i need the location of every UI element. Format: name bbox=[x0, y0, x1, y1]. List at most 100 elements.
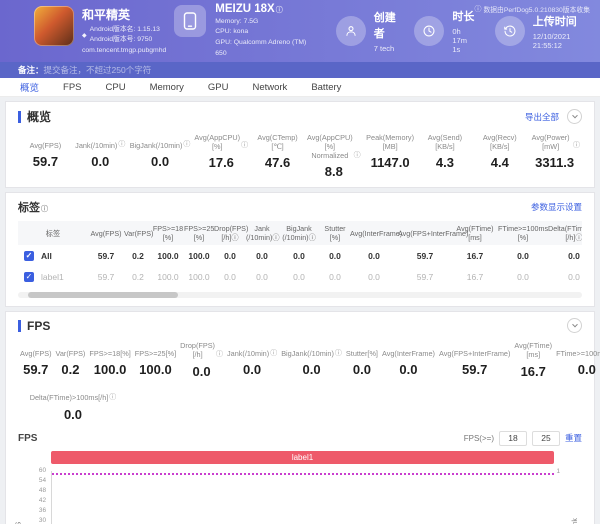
duration-label: 时长 bbox=[452, 11, 475, 23]
stat-Avg(AppCPU)[%]: Avg(AppCPU)[%] ⓘ 17.6 bbox=[192, 133, 250, 179]
history-clock-icon bbox=[494, 16, 525, 46]
info-icon[interactable]: ⓘ bbox=[241, 142, 249, 150]
stat-Avg(FPS+InterFrame): Avg(FPS+InterFrame) 59.7 bbox=[437, 341, 512, 378]
row-label-cell: ✓ label1 bbox=[18, 272, 88, 283]
tab-Memory[interactable]: Memory bbox=[149, 81, 184, 93]
param-display-settings-link[interactable]: 参数显示设置 bbox=[530, 202, 582, 213]
column-header-9: Avg(InterFrame) bbox=[350, 228, 403, 238]
stat-Avg(FTime)[ms]: Avg(FTime)[ms] 16.7 bbox=[512, 341, 554, 378]
column-header-5: Drop(FPS) [/h]ⓘ bbox=[214, 224, 249, 243]
stat-label: Drop(FPS)[/h] ⓘ bbox=[180, 341, 223, 360]
stat-value: 0.0 bbox=[243, 362, 262, 378]
stat-label: Avg(FPS) bbox=[29, 140, 62, 150]
stat-value: 1147.0 bbox=[370, 155, 410, 171]
stat-Avg(Send)[KB/s]: Avg(Send)[KB/s] 4.3 bbox=[418, 133, 473, 179]
cell: 59.7 bbox=[416, 251, 434, 262]
fps-threshold-input-2[interactable] bbox=[531, 430, 560, 446]
duration-value: 0h 17m 1s bbox=[452, 27, 467, 54]
info-icon[interactable]: ⓘ bbox=[183, 141, 191, 149]
info-icon[interactable]: ⓘ bbox=[334, 349, 342, 357]
overview-card: 概览 导出全部 Avg(FPS) 59.7 Jank(/10min) ⓘ 0.0 BigJ… bbox=[5, 101, 595, 189]
cell: 59.7 bbox=[97, 272, 115, 283]
cell: 0.0 bbox=[368, 272, 380, 283]
duration-block: 时长 0h 17m 1s bbox=[414, 8, 476, 54]
tab-FPS[interactable]: FPS bbox=[63, 81, 82, 93]
tab-Battery[interactable]: Battery bbox=[311, 81, 342, 93]
fps-threshold-input-1[interactable] bbox=[498, 430, 527, 446]
stat-Avg(FPS): Avg(FPS) 59.7 bbox=[18, 341, 54, 378]
column-header-11: Avg(FTime) [ms] bbox=[456, 224, 494, 243]
reset-thresholds-link[interactable]: 重置 bbox=[564, 433, 582, 444]
stat-value: 0.0 bbox=[63, 406, 83, 422]
cell: 100.0 bbox=[157, 251, 179, 262]
upload-time-label: 上传时间 bbox=[532, 15, 577, 28]
info-icon: ⓘ bbox=[474, 6, 482, 13]
info-icon[interactable]: ⓘ bbox=[216, 350, 223, 358]
phone-icon bbox=[174, 4, 207, 37]
cell: 0.2 bbox=[132, 251, 144, 262]
collapse-fps-button[interactable] bbox=[567, 318, 582, 334]
label1-band[interactable]: label1 bbox=[51, 450, 554, 464]
remark-placeholder: 提交备注，不超过250个字符 bbox=[43, 65, 152, 75]
column-header-7: BigJank (/10min)ⓘ bbox=[282, 224, 316, 243]
labels-card: 标签ⓘ 参数显示设置 标签 Avg(FPS) Var(FPS) FPS>=18 [%]… bbox=[5, 192, 595, 308]
stat-label: Jank(/10min) ⓘ bbox=[75, 140, 126, 150]
stat-Avg(CTemp)[℃]: Avg(CTemp)[℃] 47.6 bbox=[250, 133, 305, 179]
info-icon[interactable]: ⓘ bbox=[118, 141, 126, 149]
stat-value: 8.8 bbox=[324, 164, 343, 180]
labels-title: 标签ⓘ bbox=[18, 202, 48, 215]
stat-BigJank(/10min): BigJank(/10min) ⓘ 0.0 bbox=[279, 341, 344, 378]
stat-label: BigJank(/10min) ⓘ bbox=[129, 140, 191, 150]
stat-label: Avg(AppCPU)[%] Normalized ⓘ bbox=[306, 133, 361, 161]
section-accent-bar bbox=[18, 110, 21, 123]
tab-CPU[interactable]: CPU bbox=[105, 81, 126, 93]
tab-Network[interactable]: Network bbox=[252, 81, 288, 93]
fps-chart-title: FPS bbox=[18, 432, 38, 444]
export-all-link[interactable]: 导出全部 bbox=[524, 111, 559, 122]
cell: 0.0 bbox=[329, 272, 341, 283]
label-table: 标签 Avg(FPS) Var(FPS) FPS>=18 [%] FPS>=25 [%]… bbox=[18, 221, 582, 287]
info-icon[interactable]: ⓘ bbox=[275, 6, 283, 14]
stat-label: Stutter[%] bbox=[345, 349, 378, 359]
info-icon[interactable]: ⓘ bbox=[573, 142, 581, 150]
stat-value: 3311.3 bbox=[535, 155, 575, 171]
info-icon[interactable]: ⓘ bbox=[109, 393, 117, 401]
table-scrollbar-thumb[interactable] bbox=[28, 292, 178, 299]
overview-title: 概览 bbox=[27, 110, 52, 124]
table-h-scrollbar[interactable] bbox=[18, 292, 582, 299]
collapse-overview-button[interactable] bbox=[567, 109, 582, 124]
y-tick-54: 54 bbox=[38, 476, 46, 484]
info-icon[interactable]: ⓘ bbox=[270, 349, 278, 357]
stat-label: Delta(FTime)>100ms[/h] ⓘ bbox=[29, 393, 117, 403]
upload-time-block: 上传时间 12/10/2021 21:55:12 bbox=[494, 13, 586, 50]
clock-icon bbox=[414, 16, 445, 46]
cell: 100.0 bbox=[157, 272, 179, 283]
info-icon[interactable]: ⓘ bbox=[41, 206, 48, 214]
cell: 100.0 bbox=[188, 251, 210, 262]
stat-label: FPS>=18[%] bbox=[89, 349, 131, 359]
tab-概览[interactable]: 概览 bbox=[20, 83, 40, 94]
row-checkbox[interactable]: ✓ bbox=[24, 272, 34, 283]
stat-Peak(Memory)[MB]: Peak(Memory)[MB] 1147.0 bbox=[363, 133, 418, 179]
info-icon[interactable]: ⓘ bbox=[353, 151, 361, 159]
cell: 16.7 bbox=[466, 272, 484, 283]
stat-Jank(/10min): Jank(/10min) ⓘ 0.0 bbox=[225, 341, 279, 378]
stat-value: 0.0 bbox=[352, 362, 371, 378]
section-accent-bar bbox=[18, 319, 21, 332]
stat-value: 59.7 bbox=[23, 362, 49, 378]
diamond-icon: ◆ bbox=[82, 32, 87, 39]
creator-value: 7 tech bbox=[373, 44, 395, 53]
cell: 0.0 bbox=[293, 272, 305, 283]
stat-Avg(FPS): Avg(FPS) 59.7 bbox=[18, 133, 73, 179]
cell: 0.0 bbox=[568, 251, 580, 262]
stat-Avg(AppCPU)[%] Normalized: Avg(AppCPU)[%] Normalized ⓘ 8.8 bbox=[305, 133, 363, 179]
table-row-All: ✓ All 59.7 0.2 100.0 100.0 0.0 0.0 0.0 0.0 0.0 59.7… bbox=[18, 245, 582, 266]
column-header-4: FPS>=25 [%] bbox=[184, 224, 215, 243]
tab-GPU[interactable]: GPU bbox=[207, 81, 229, 93]
remark-bar[interactable]: 备注： 提交备注，不超过250个字符 bbox=[0, 62, 600, 78]
stat-label: Peak(Memory)[MB] bbox=[366, 133, 415, 152]
creator-block: 创建者 7 tech bbox=[335, 9, 397, 53]
app-info: 和平精英 ◆ Android版本名: 1.15.13 Android版本号: 9… bbox=[34, 6, 166, 56]
row-checkbox[interactable]: ✓ bbox=[24, 251, 34, 262]
cell: 100.0 bbox=[188, 272, 210, 283]
